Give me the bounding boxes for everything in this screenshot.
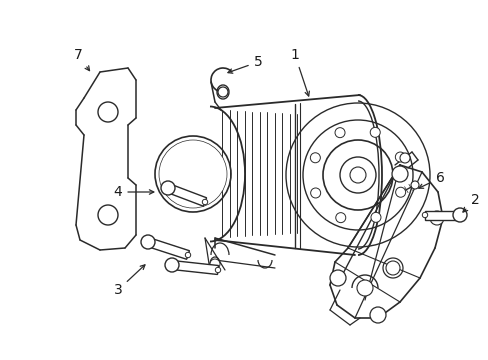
Text: 5: 5 [227,55,262,73]
Circle shape [391,166,407,182]
Circle shape [323,140,392,210]
Circle shape [422,212,427,218]
Circle shape [394,152,405,162]
Text: 2: 2 [462,193,478,212]
Circle shape [370,212,380,222]
Circle shape [395,187,405,197]
Circle shape [186,168,199,180]
Circle shape [167,148,219,200]
Polygon shape [146,238,189,259]
Circle shape [399,153,409,163]
Circle shape [181,162,204,186]
Circle shape [335,213,345,222]
Text: 4: 4 [113,185,154,199]
Polygon shape [192,158,206,175]
Polygon shape [424,211,459,220]
Circle shape [369,127,380,138]
Circle shape [310,153,320,163]
Text: 7: 7 [74,48,89,71]
Polygon shape [166,184,206,206]
Circle shape [155,136,230,212]
Circle shape [339,157,375,193]
Circle shape [334,128,345,138]
Circle shape [161,181,175,195]
Circle shape [209,259,220,269]
Circle shape [303,120,412,230]
Text: 1: 1 [290,48,309,96]
Circle shape [218,87,227,97]
Circle shape [164,258,179,272]
Text: 6: 6 [418,171,444,188]
Circle shape [285,103,429,247]
Circle shape [202,199,207,205]
Circle shape [329,270,346,286]
Circle shape [356,280,372,296]
Circle shape [141,235,155,249]
Text: 3: 3 [113,265,144,297]
Circle shape [452,208,466,222]
Circle shape [185,252,190,258]
Circle shape [215,267,220,273]
Polygon shape [171,261,218,274]
Circle shape [173,154,213,194]
Circle shape [159,140,226,208]
Circle shape [369,307,385,323]
Circle shape [98,102,118,122]
Circle shape [98,205,118,225]
Circle shape [310,188,320,198]
Circle shape [410,181,418,189]
Circle shape [385,261,399,275]
Circle shape [429,211,443,225]
Circle shape [161,142,224,206]
Circle shape [349,167,365,183]
Circle shape [163,145,222,203]
